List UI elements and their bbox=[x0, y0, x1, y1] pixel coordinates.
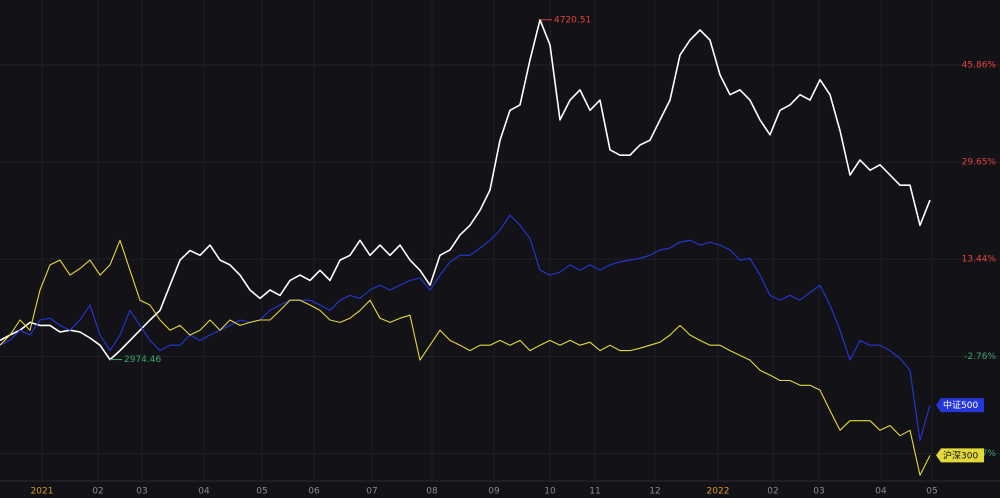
series-tag-bg bbox=[936, 448, 984, 463]
x-tick-label: 05 bbox=[926, 487, 937, 497]
x-tick-label: 06 bbox=[308, 487, 320, 497]
x-tick-label: 03 bbox=[813, 487, 824, 497]
y-tick-label: 29.65% bbox=[962, 158, 997, 168]
y-tick-label: -2.76% bbox=[964, 352, 996, 362]
line-series bbox=[0, 19, 931, 361]
series-tag-bg bbox=[936, 398, 984, 413]
x-tick-label: 10 bbox=[544, 487, 556, 497]
legend-label: 中证500 bbox=[943, 399, 978, 411]
x-tick-label: 11 bbox=[589, 487, 600, 497]
y-tick-label: 13.44% bbox=[962, 255, 997, 265]
legend-label: 沪深300 bbox=[943, 449, 978, 461]
series-tag: 沪深300 bbox=[936, 448, 984, 463]
x-tick-label: 2021 bbox=[31, 487, 54, 497]
max-label: 4720.51 bbox=[554, 15, 591, 25]
y-tick-label: 45.86% bbox=[962, 60, 997, 70]
x-tick-label: 03 bbox=[136, 487, 147, 497]
x-tick-label: 04 bbox=[875, 487, 887, 497]
min-label: 2974.46 bbox=[124, 355, 161, 365]
line-series bbox=[0, 239, 931, 476]
x-tick-label: 05 bbox=[256, 487, 267, 497]
x-tick-label: 07 bbox=[366, 487, 377, 497]
series-tag: 中证500 bbox=[936, 398, 984, 413]
x-tick-label: 02 bbox=[92, 487, 103, 497]
x-tick-label: 09 bbox=[488, 487, 500, 497]
x-tick-label: 12 bbox=[649, 487, 660, 497]
x-tick-label: 02 bbox=[767, 487, 778, 497]
x-tick-label: 04 bbox=[198, 487, 210, 497]
x-tick-label: 2022 bbox=[707, 487, 730, 497]
x-tick-label: 08 bbox=[426, 487, 438, 497]
line-series bbox=[0, 214, 931, 441]
